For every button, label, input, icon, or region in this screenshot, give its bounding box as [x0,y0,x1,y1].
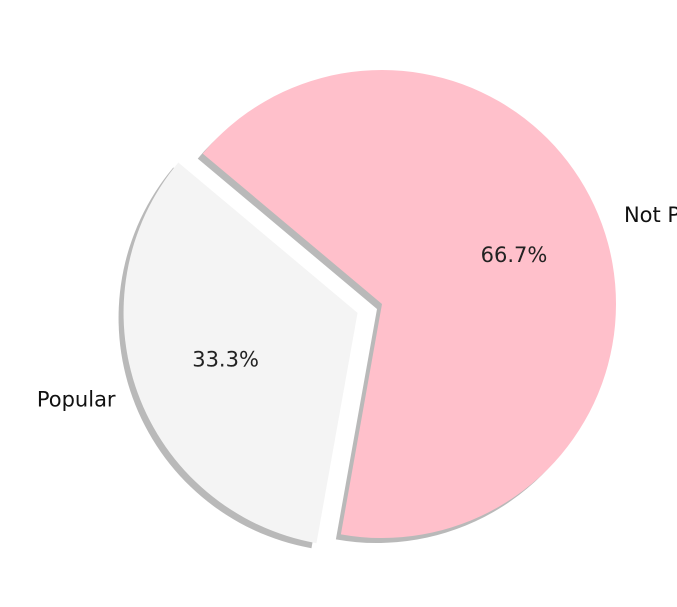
pie-label-not-popular: Not Popular [624,203,677,227]
pie-label-layer: Popular 33.3% Not Popular 66.7% [37,203,677,411]
pie-percent-label-popular: 33.3% [192,348,259,372]
pie-slice-popular [123,162,358,544]
pie-slice-not-popular [202,70,616,538]
pie-label-popular: Popular [37,388,116,412]
pie-slice-layer [123,70,616,544]
pie-percent-label-not-popular: 66.7% [481,243,548,267]
